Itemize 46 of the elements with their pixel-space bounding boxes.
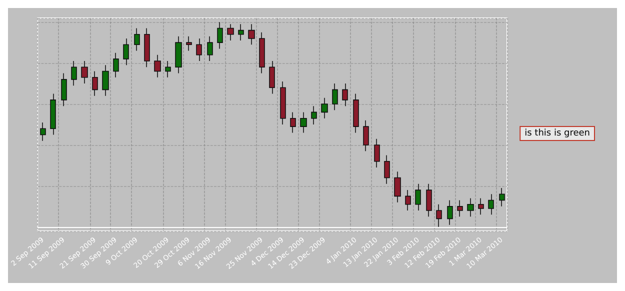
candlestick [363,120,369,152]
candlestick [342,83,348,106]
candlestick [394,171,401,203]
candlestick [196,38,202,62]
candlestick [405,190,411,211]
candlestick [71,60,77,86]
candlestick [154,54,161,78]
candlestick [50,93,56,136]
candlestick [186,36,192,52]
candlestick [102,64,109,96]
candlestick [290,112,296,134]
candlestick [207,36,213,62]
candlestick [426,183,432,218]
candlestick [300,112,307,134]
candlestick [165,60,171,78]
candlestick [447,200,453,226]
candlestick [384,154,390,184]
candlestick [123,38,129,66]
candlestick [259,32,265,74]
candlestick [353,93,359,134]
candlestick [415,183,421,211]
candlestick [280,81,286,125]
candlestick [467,198,474,218]
candlestick [61,72,67,106]
candlestick [311,106,317,125]
candlestick [227,24,234,41]
candlestick [321,97,328,119]
candlestick [478,198,484,216]
candlestick [175,36,182,74]
candlestick [457,200,463,218]
candlestick [499,188,505,207]
candlestick [40,122,46,142]
candlestick [248,24,255,46]
candlestick [217,22,223,50]
candlestick [113,52,119,78]
candlestick [269,60,275,94]
candlestick [238,24,244,41]
candlestick [374,138,380,168]
candlestick [436,204,442,228]
candlestick [488,194,494,216]
text: is this is green [524,128,590,138]
candlestick [144,28,150,68]
candlestick [134,28,140,52]
candlestick [81,60,88,84]
candlestick [332,83,338,111]
candlestick [92,70,98,96]
